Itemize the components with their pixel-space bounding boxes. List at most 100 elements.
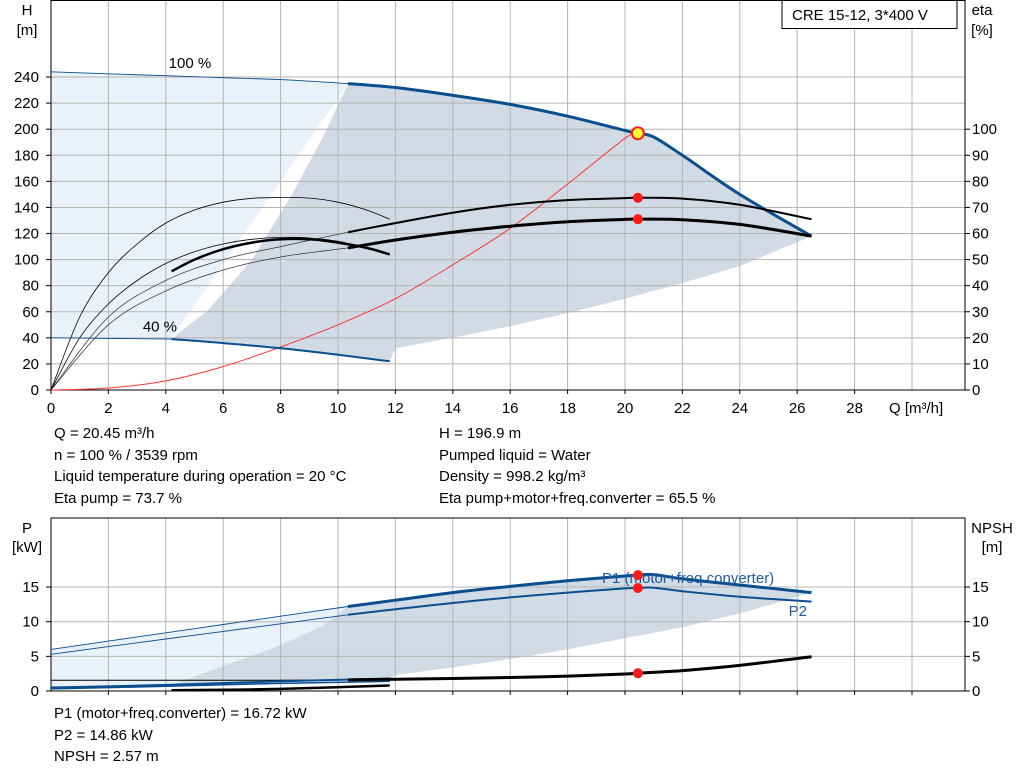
- y-right-axis-unit: [%]: [971, 22, 993, 39]
- x-tick-label: 26: [789, 400, 806, 417]
- y-left-tick-label: 140: [14, 199, 39, 216]
- y-left-tick-label: 80: [22, 278, 39, 295]
- x-tick-label: 8: [276, 400, 284, 417]
- operating-point-npsh: [632, 668, 643, 679]
- info-p1: P1 (motor+freq.converter) = 16.72 kW: [54, 705, 307, 722]
- y-left-tick-label: 240: [14, 69, 39, 86]
- y-left-tick-label: 200: [14, 121, 39, 138]
- head-curve-100: [347, 82, 813, 238]
- p1-curve: [347, 572, 812, 608]
- efficiency-curve-reduced: [50, 247, 349, 391]
- x-tick-label: 10: [330, 400, 347, 417]
- efficiency-curve-extension: [50, 236, 390, 391]
- info-bottom: P1 (motor+freq.converter) = 16.72 kW P2 …: [54, 703, 307, 768]
- p2-curve: [347, 586, 812, 616]
- y-right-tick-label: 80: [972, 173, 989, 190]
- head-curve-40: [171, 338, 390, 363]
- x-tick-label: 28: [846, 400, 863, 417]
- y-left-tick-label: 220: [14, 95, 39, 112]
- speed-annotation: 40 %: [143, 318, 177, 335]
- info-eta-total: Eta pump+motor+freq.converter = 65.5 %: [439, 489, 716, 507]
- y-left-tick-label: 120: [14, 226, 39, 243]
- x-axis-label: Q [m³/h]: [889, 400, 943, 417]
- npsh-y-right-tick-label: 5: [972, 648, 980, 665]
- pump-label-box: [781, 0, 958, 29]
- x-tick-label: 0: [47, 400, 55, 417]
- power-y-left-tick-label: 10: [22, 614, 39, 631]
- operating-point-eta-total: [632, 214, 643, 225]
- operating-point-eta-pump: [632, 192, 643, 203]
- y-right-tick-label: 40: [972, 278, 989, 295]
- y-left-tick-label: 180: [14, 147, 39, 164]
- npsh-curve: [347, 655, 812, 682]
- system-curve: [50, 132, 639, 391]
- info-flow: Q = 20.45 m³/h: [54, 425, 155, 442]
- power-series-label: P1 (motor+freq.converter): [602, 570, 774, 587]
- y-right-tick-label: 10: [972, 356, 989, 373]
- eta-pump-curve: [347, 196, 812, 234]
- y-right-tick-label: 30: [972, 304, 989, 321]
- efficiency-curve-extension: [50, 197, 390, 391]
- npsh-curve-40: [171, 684, 390, 692]
- info-p2: P2 = 14.86 kW: [54, 726, 153, 744]
- y-left-axis-unit: [m]: [17, 22, 38, 39]
- y-right-tick-label: 20: [972, 330, 989, 347]
- y-right-tick-label: 50: [972, 252, 989, 269]
- x-tick-label: 2: [104, 400, 112, 417]
- power-axis-unit: [kW]: [12, 539, 42, 556]
- power-plot-frame: [50, 517, 966, 692]
- info-head: H = 196.9 m: [439, 425, 522, 442]
- info-top-right: H = 196.9 m Pumped liquid = Water Densit…: [439, 423, 715, 509]
- x-tick-label: 12: [387, 400, 404, 417]
- info-npsh: NPSH = 2.57 m: [54, 748, 159, 765]
- y-right-axis-label: eta: [972, 2, 994, 19]
- y-left-tick-label: 20: [22, 356, 39, 373]
- npsh-y-right-tick-label: 15: [972, 579, 989, 596]
- y-right-tick-label: 100: [972, 121, 997, 138]
- x-tick-label: 22: [674, 400, 691, 417]
- y-right-tick-label: 90: [972, 147, 989, 164]
- recommended-operating-region-head: [171, 83, 812, 362]
- x-tick-label: 4: [162, 400, 170, 417]
- power-y-left-tick-label: 15: [22, 579, 39, 596]
- speed-annotation: 100 %: [169, 55, 212, 72]
- x-tick-label: 14: [444, 400, 461, 417]
- info-liquid-temperature: Liquid temperature during operation = 20…: [54, 468, 347, 485]
- eta-pump-curve-40: [170, 237, 391, 273]
- info-pumped-liquid: Pumped liquid = Water: [439, 446, 591, 464]
- x-tick-label: 6: [219, 400, 227, 417]
- info-eta-pump: Eta pump = 73.7 %: [54, 489, 182, 507]
- x-tick-label: 18: [559, 400, 576, 417]
- efficiency-curve-reduced: [50, 231, 349, 391]
- p2-curve-extension: [50, 614, 349, 655]
- p2-curve-40: [50, 680, 390, 690]
- y-left-tick-label: 0: [31, 382, 39, 399]
- npsh-y-right-tick-label: 10: [972, 614, 989, 631]
- light-operating-region-head: [51, 71, 348, 338]
- y-left-tick-label: 100: [14, 252, 39, 269]
- info-density: Density = 998.2 kg/m³: [439, 468, 586, 485]
- x-tick-label: 20: [617, 400, 634, 417]
- head-curve-100-extension: [50, 71, 349, 85]
- info-speed: n = 100 % / 3539 rpm: [54, 446, 198, 464]
- power-series-label: P2: [789, 603, 807, 620]
- eta-total-curve: [347, 217, 812, 250]
- npsh-y-right-tick-label: 0: [972, 683, 980, 700]
- npsh-axis-label: NPSH: [971, 520, 1013, 537]
- duty-point-head: [630, 126, 645, 141]
- p1-curve-40: [50, 677, 390, 689]
- operating-point-p1: [632, 570, 643, 581]
- y-left-axis-label: H: [22, 2, 33, 19]
- head-curve-40-extension: [50, 337, 172, 340]
- x-tick-label: 16: [502, 400, 519, 417]
- y-right-tick-label: 0: [972, 382, 980, 399]
- info-top-left: Q = 20.45 m³/h n = 100 % / 3539 rpm Liqu…: [54, 423, 346, 509]
- y-left-tick-label: 40: [22, 330, 39, 347]
- pump-label: CRE 15-12, 3*400 V: [792, 7, 928, 24]
- x-tick-label: 24: [731, 400, 748, 417]
- power-axis-label: P: [22, 520, 32, 537]
- y-left-tick-label: 160: [14, 173, 39, 190]
- recommended-operating-region-power: [171, 574, 812, 687]
- y-left-tick-label: 60: [22, 304, 39, 321]
